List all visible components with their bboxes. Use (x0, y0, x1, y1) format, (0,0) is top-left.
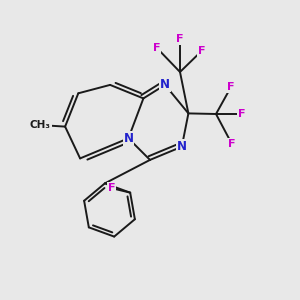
Text: N: N (123, 132, 134, 145)
Text: N: N (160, 78, 170, 92)
Text: F: F (153, 43, 161, 53)
Text: F: F (108, 183, 115, 193)
Text: F: F (227, 82, 235, 92)
Text: N: N (177, 140, 187, 153)
Text: F: F (238, 109, 245, 119)
Text: F: F (176, 34, 184, 44)
Text: CH₃: CH₃ (30, 120, 51, 130)
Text: F: F (198, 46, 206, 56)
Text: F: F (228, 139, 236, 149)
